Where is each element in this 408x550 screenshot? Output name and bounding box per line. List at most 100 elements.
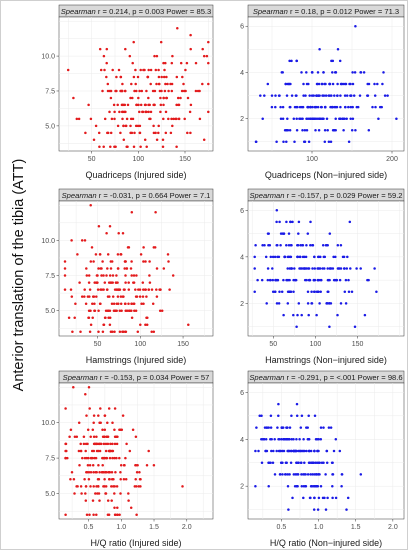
data-point (296, 313, 299, 317)
data-point (301, 128, 304, 132)
data-point (255, 426, 258, 429)
data-point (289, 220, 292, 224)
data-point (339, 243, 343, 247)
data-point (130, 260, 133, 263)
data-point (347, 105, 350, 109)
strip-p: p = 0.034 (137, 373, 171, 382)
data-point (194, 61, 198, 65)
data-point (336, 243, 340, 247)
data-point (308, 94, 311, 97)
data-point (109, 442, 112, 446)
data-point (113, 117, 116, 121)
data-point (149, 68, 153, 72)
data-point (126, 246, 130, 249)
data-point (107, 316, 110, 319)
x-tick-label: 0.5 (84, 524, 94, 531)
data-point (92, 295, 96, 298)
data-point (93, 281, 96, 284)
data-point (163, 89, 167, 93)
data-point (189, 131, 192, 135)
data-point (121, 414, 125, 417)
data-point (275, 140, 278, 144)
data-point (188, 110, 192, 114)
data-point (314, 461, 317, 464)
data-point (325, 461, 329, 464)
data-point (143, 138, 147, 142)
data-point (288, 278, 291, 282)
data-point (331, 71, 334, 74)
data-point (147, 96, 150, 100)
data-point (88, 513, 91, 517)
data-point (132, 145, 136, 149)
data-point (64, 407, 67, 410)
data-point (101, 89, 104, 93)
data-point (279, 117, 283, 120)
data-point (112, 485, 115, 488)
data-point (179, 61, 183, 65)
data-point (328, 325, 331, 328)
data-point (184, 68, 187, 72)
data-point (84, 393, 87, 396)
data-point (345, 508, 348, 511)
y-tick-label: 6 (240, 390, 244, 397)
data-point (155, 267, 159, 270)
data-point (326, 496, 329, 500)
strip-label: Spearman r = 0.214, p = 0.003 Power = 85… (61, 7, 212, 16)
data-point (123, 267, 126, 270)
data-point (119, 478, 122, 481)
data-point (313, 255, 316, 259)
data-point (270, 94, 274, 97)
data-point (131, 96, 134, 100)
data-point (290, 267, 293, 270)
data-point (101, 428, 104, 432)
data-point (350, 128, 354, 132)
data-point (157, 75, 161, 79)
data-point (349, 105, 353, 109)
data-point (135, 103, 138, 107)
data-point (112, 478, 115, 481)
data-point (271, 290, 275, 294)
data-point (89, 309, 92, 312)
data-point (253, 255, 256, 259)
data-point (275, 449, 278, 453)
data-point (131, 428, 135, 432)
data-point (111, 449, 115, 453)
data-point (269, 438, 272, 441)
data-point (106, 499, 110, 502)
data-point (291, 496, 294, 500)
x-axis-title: Quadriceps (Non−injured side) (265, 170, 387, 180)
data-point (267, 461, 270, 464)
data-point (172, 117, 175, 121)
data-point (93, 302, 96, 305)
data-point (351, 117, 355, 120)
data-point (282, 313, 285, 317)
data-point (100, 267, 103, 270)
data-point (134, 295, 138, 298)
data-point (281, 105, 285, 109)
data-point (63, 274, 67, 277)
data-point (84, 499, 88, 502)
data-point (336, 82, 339, 86)
data-point (124, 274, 127, 277)
panel-5: Spearman r = -0.153, p = 0.034 Power = 5… (41, 370, 214, 548)
data-point (377, 117, 380, 120)
data-point (83, 295, 86, 298)
data-point (285, 128, 288, 132)
data-point (115, 274, 118, 277)
data-point (150, 288, 154, 291)
data-point (331, 128, 335, 132)
data-point (134, 463, 137, 467)
data-point (119, 471, 122, 474)
data-point (125, 117, 129, 121)
data-point (285, 220, 288, 224)
data-point (102, 145, 105, 149)
data-point (348, 82, 351, 86)
data-point (133, 309, 136, 312)
data-point (355, 105, 359, 109)
data-point (373, 94, 377, 97)
data-point (75, 485, 78, 488)
data-point (302, 82, 305, 86)
data-point (106, 267, 109, 270)
data-point (256, 278, 259, 282)
data-point (329, 302, 333, 305)
